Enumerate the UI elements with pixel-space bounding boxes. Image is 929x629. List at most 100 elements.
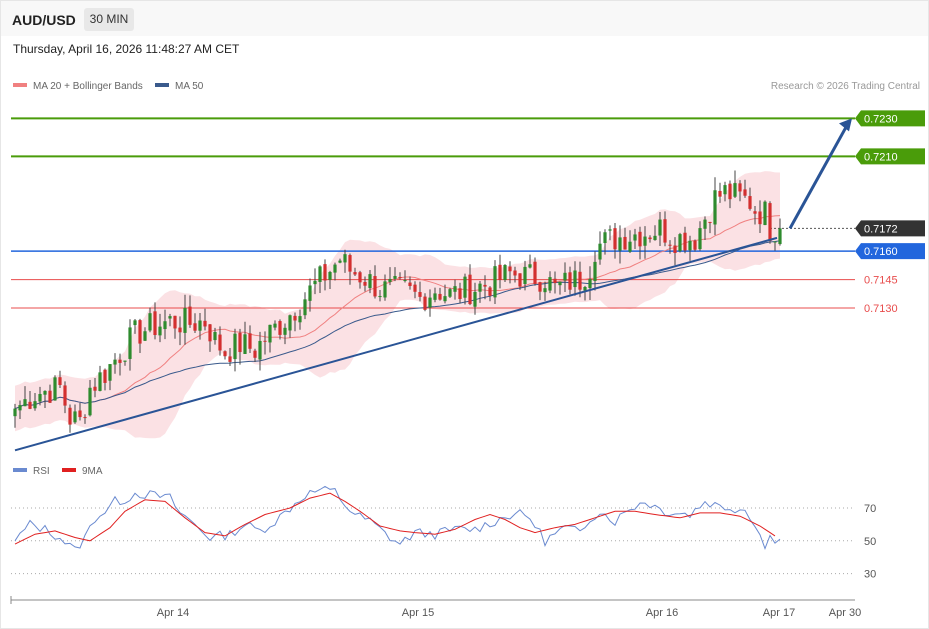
rsi-tick-70: 70: [864, 503, 876, 515]
candle-body: [48, 390, 52, 403]
candle-body: [453, 286, 457, 292]
credit-text: Research © 2026 Trading Central: [770, 81, 920, 92]
candle-body: [683, 232, 687, 251]
candle-body: [158, 326, 162, 336]
candle-body: [478, 283, 482, 292]
candle-body: [263, 340, 267, 342]
candle-body: [713, 190, 717, 225]
candle-body: [728, 183, 732, 200]
candle-body: [68, 407, 72, 425]
candle-body: [178, 327, 182, 333]
candle-body: [573, 270, 577, 288]
candle-body: [778, 228, 782, 245]
candle-body: [38, 393, 42, 402]
candle-body: [133, 320, 137, 326]
projection-arrow-line: [788, 124, 849, 230]
x-tick-label: Apr 30: [829, 607, 861, 619]
candle-body: [668, 244, 672, 246]
candle-body: [633, 234, 637, 241]
candle-body: [83, 417, 87, 419]
candle-body: [278, 321, 282, 335]
candle-body: [118, 359, 122, 363]
candle-body: [218, 334, 222, 351]
candle-body: [203, 320, 207, 327]
candle-body: [673, 245, 677, 254]
candle-body: [578, 271, 582, 290]
candle-body: [723, 185, 727, 195]
candle-body: [33, 401, 37, 409]
x-tick-label: Apr 17: [763, 607, 795, 619]
level-label-0.7160: 0.7160: [864, 246, 898, 258]
candle-body: [108, 364, 112, 381]
candle-body: [618, 237, 622, 251]
candle-body: [103, 369, 107, 383]
candle-body: [238, 332, 242, 353]
candle-body: [423, 296, 427, 310]
candle-body: [328, 271, 332, 280]
candle-body: [558, 281, 562, 286]
candle-body: [763, 201, 767, 226]
candle-body: [28, 401, 32, 409]
timestamp: Thursday, April 16, 2026 11:48:27 AM CET: [13, 42, 240, 56]
candle-body: [468, 274, 472, 305]
candle-body: [598, 243, 602, 260]
candle-body: [698, 228, 702, 250]
candle-body: [588, 279, 592, 289]
candle-body: [188, 306, 192, 325]
candle-body: [383, 281, 387, 298]
candle-body: [658, 219, 662, 236]
candle-body: [483, 284, 487, 287]
candle-body: [513, 270, 517, 276]
rsi-swatch: [13, 468, 27, 473]
legend-ma50: MA 50: [155, 81, 203, 92]
candle-body: [318, 266, 322, 282]
candle-body: [398, 276, 402, 278]
candle-body: [613, 228, 617, 250]
candle-body: [623, 236, 627, 250]
candle-body: [593, 261, 597, 281]
candle-body: [313, 280, 317, 285]
candle-body: [163, 321, 167, 330]
candle-body: [653, 235, 657, 241]
candle-body: [703, 219, 707, 229]
candle-body: [493, 266, 497, 298]
candle-body: [528, 264, 532, 268]
timeframe-button[interactable]: 30 MIN: [84, 8, 134, 31]
candle-body: [273, 323, 277, 328]
candle-body: [153, 311, 157, 336]
candle-body: [458, 288, 462, 300]
x-tick-label: Apr 14: [157, 607, 189, 619]
candle-body: [88, 387, 92, 416]
header-bar: AUD/USD 30 MIN: [1, 1, 928, 36]
legend-ma20-label: MA 20 + Bollinger Bands: [33, 81, 143, 92]
candle-body: [503, 264, 507, 281]
candle-body: [333, 264, 337, 273]
candle-body: [693, 240, 697, 250]
projection-arrow-head: [839, 118, 852, 132]
candle-body: [283, 327, 287, 335]
candle-body: [258, 340, 262, 360]
candle-body: [183, 308, 187, 333]
candle-body: [223, 351, 227, 357]
candle-body: [343, 254, 347, 263]
candle-body: [293, 315, 297, 321]
candle-body: [353, 272, 357, 275]
candle-body: [308, 285, 312, 301]
candle-body: [488, 287, 492, 296]
candle-body: [248, 333, 252, 349]
candle-body: [98, 372, 102, 391]
candle-body: [563, 272, 567, 281]
candle-body: [538, 282, 542, 292]
candle-body: [268, 324, 272, 343]
candle-body: [13, 408, 17, 417]
candle-body: [168, 316, 172, 319]
candle-body: [638, 231, 642, 247]
candle-body: [568, 272, 572, 290]
level-label-0.7230: 0.7230: [864, 113, 898, 125]
ma20-line: [14, 215, 781, 410]
candle-body: [473, 291, 477, 307]
rsi-line: [14, 485, 781, 551]
candle-body: [428, 297, 432, 308]
candle-body: [388, 278, 392, 282]
